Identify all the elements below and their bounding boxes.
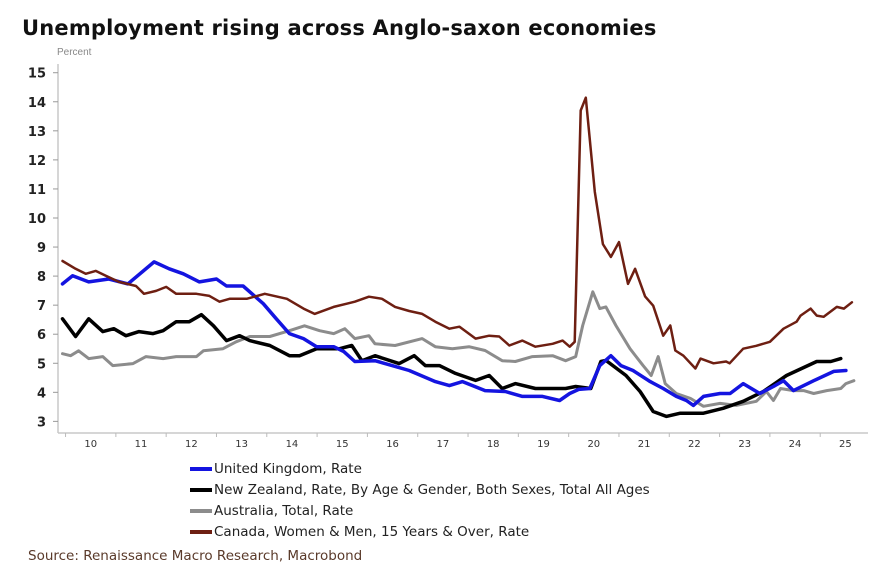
- legend-label: Canada, Women & Men, 15 Years & Over, Ra…: [214, 523, 530, 540]
- y-tick-label: 13: [28, 125, 46, 140]
- legend-item: New Zealand, Rate, By Age & Gender, Both…: [190, 479, 650, 500]
- x-tick-label: 11: [135, 439, 148, 450]
- x-tick-label: 23: [738, 439, 751, 450]
- legend-swatch: [190, 487, 212, 492]
- legend-swatch: [190, 508, 212, 513]
- y-tick-label: 5: [37, 357, 46, 372]
- series-lines: [60, 96, 856, 419]
- legend-item: Australia, Total, Rate: [190, 500, 650, 521]
- legend-swatch: [190, 466, 212, 471]
- y-tick-label: 8: [37, 270, 46, 285]
- x-tick-label: 17: [437, 439, 450, 450]
- x-tick-label: 15: [336, 439, 349, 450]
- x-tick-label: 12: [185, 439, 198, 450]
- legend-label: United Kingdom, Rate: [214, 460, 362, 477]
- legend-swatch: [190, 529, 212, 534]
- legend-item: Canada, Women & Men, 15 Years & Over, Ra…: [190, 521, 650, 542]
- legend: United Kingdom, Rate New Zealand, Rate, B…: [190, 458, 650, 542]
- x-tick-label: 10: [84, 439, 97, 450]
- x-tick-label: 19: [537, 439, 550, 450]
- x-tick-label: 25: [839, 439, 852, 450]
- y-tick-label: 6: [37, 328, 46, 343]
- legend-item: United Kingdom, Rate: [190, 458, 650, 479]
- x-tick-label: 24: [789, 439, 802, 450]
- x-tick-label: 14: [286, 439, 299, 450]
- y-tick-label: 3: [37, 415, 46, 430]
- series-line-1: [60, 312, 843, 419]
- legend-label: New Zealand, Rate, By Age & Gender, Both…: [214, 481, 650, 498]
- x-tick-label: 16: [386, 439, 399, 450]
- x-tick-label: 13: [235, 439, 248, 450]
- y-tick-label: 7: [37, 299, 46, 314]
- y-tick-label: 15: [28, 67, 46, 82]
- series-line-2: [61, 290, 856, 408]
- y-axis-label: Percent: [57, 47, 92, 58]
- y-tick-label: 10: [28, 212, 46, 227]
- y-tick-label: 12: [28, 154, 46, 169]
- y-tick-label: 11: [28, 183, 46, 198]
- y-tick-label: 9: [37, 241, 46, 256]
- source-note: Source: Renaissance Macro Research, Macr…: [28, 548, 363, 564]
- y-tick-label: 14: [28, 96, 46, 111]
- x-tick-label: 22: [688, 439, 701, 450]
- series-line-3: [61, 96, 854, 370]
- series-line-0: [60, 260, 848, 408]
- chart-title: Unemployment rising across Anglo-saxon e…: [22, 16, 657, 40]
- x-tick-label: 18: [487, 439, 500, 450]
- y-tick-label: 4: [37, 386, 46, 401]
- x-tick-label: 21: [638, 439, 651, 450]
- x-tick-label: 20: [587, 439, 600, 450]
- legend-label: Australia, Total, Rate: [214, 502, 354, 519]
- axes: 3 4 5 6 7 8 9 10 11 12 13 14 15 10 11 12 13 14 15 16 17 18 19 2…: [28, 64, 868, 450]
